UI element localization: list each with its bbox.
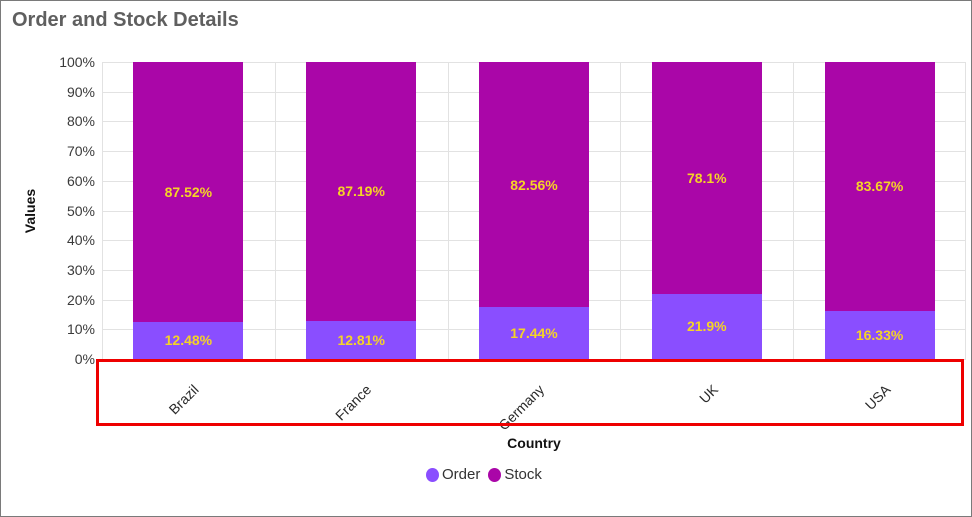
bar-segment-stock[interactable]: 83.67%: [824, 62, 935, 311]
y-tick-label: 60%: [66, 172, 95, 189]
legend-marker-icon: [488, 467, 502, 482]
data-label: 87.19%: [337, 183, 385, 200]
bar-france[interactable]: 12.81% 87.19%: [306, 62, 417, 359]
bar-segment-order[interactable]: 17.44%: [479, 307, 589, 359]
v-gridline: [447, 62, 449, 359]
v-gridline: [102, 62, 103, 359]
bar-uk[interactable]: 21.9% 78.1%: [651, 62, 762, 359]
legend-marker-icon: [426, 467, 439, 482]
v-gridline: [965, 62, 966, 359]
bar-segment-order[interactable]: 12.81%: [306, 320, 417, 359]
plot-area: 12.48% 87.52% 12.81% 87.19% 17.44% 82.56% 21.9…: [102, 62, 966, 360]
data-label: 16.33%: [855, 326, 904, 343]
y-tick-label: 70%: [66, 143, 95, 160]
legend-label: Stock: [504, 466, 542, 483]
chart-title: Order and Stock Details: [12, 9, 239, 31]
y-tick-label: 100%: [59, 54, 95, 70]
v-gridline: [274, 62, 276, 359]
legend-label: Order: [442, 466, 481, 483]
y-tick-label: 40%: [66, 232, 95, 249]
bar-segment-stock[interactable]: 87.52%: [133, 62, 244, 322]
bar-germany[interactable]: 17.44% 82.56%: [479, 62, 589, 359]
data-label: 82.56%: [510, 176, 558, 193]
bar-segment-order[interactable]: 16.33%: [824, 310, 935, 359]
y-tick-label: 20%: [66, 291, 95, 308]
y-tick-label: 10%: [66, 321, 95, 338]
bar-segment-stock[interactable]: 78.1%: [651, 62, 762, 294]
x-axis-title: Country: [507, 435, 561, 451]
x-axis-labels-highlight: [96, 359, 964, 426]
data-label: 21.9%: [686, 318, 727, 335]
y-tick-label: 30%: [66, 261, 95, 278]
v-gridline: [620, 62, 622, 359]
data-label: 12.81%: [337, 331, 385, 348]
y-tick-label: 50%: [66, 202, 95, 219]
legend: Order Stock: [426, 466, 550, 483]
data-label: 87.52%: [164, 183, 213, 200]
v-gridline: [793, 62, 795, 359]
data-label: 17.44%: [510, 325, 558, 342]
data-label: 83.67%: [855, 178, 904, 195]
y-tick-label: 80%: [66, 113, 95, 130]
bar-brazil[interactable]: 12.48% 87.52%: [133, 62, 244, 359]
bar-usa[interactable]: 16.33% 83.67%: [824, 62, 935, 359]
bar-segment-stock[interactable]: 82.56%: [479, 62, 589, 308]
data-label: 78.1%: [686, 169, 727, 186]
legend-item-order[interactable]: Order: [426, 466, 480, 483]
bar-segment-order[interactable]: 12.48%: [133, 321, 244, 359]
y-tick-label: 90%: [66, 83, 95, 100]
bar-segment-order[interactable]: 21.9%: [651, 293, 762, 359]
legend-item-stock[interactable]: Stock: [488, 466, 542, 483]
data-label: 12.48%: [164, 332, 213, 349]
y-tick-label: 0%: [74, 351, 95, 367]
bar-segment-stock[interactable]: 87.19%: [306, 62, 417, 321]
